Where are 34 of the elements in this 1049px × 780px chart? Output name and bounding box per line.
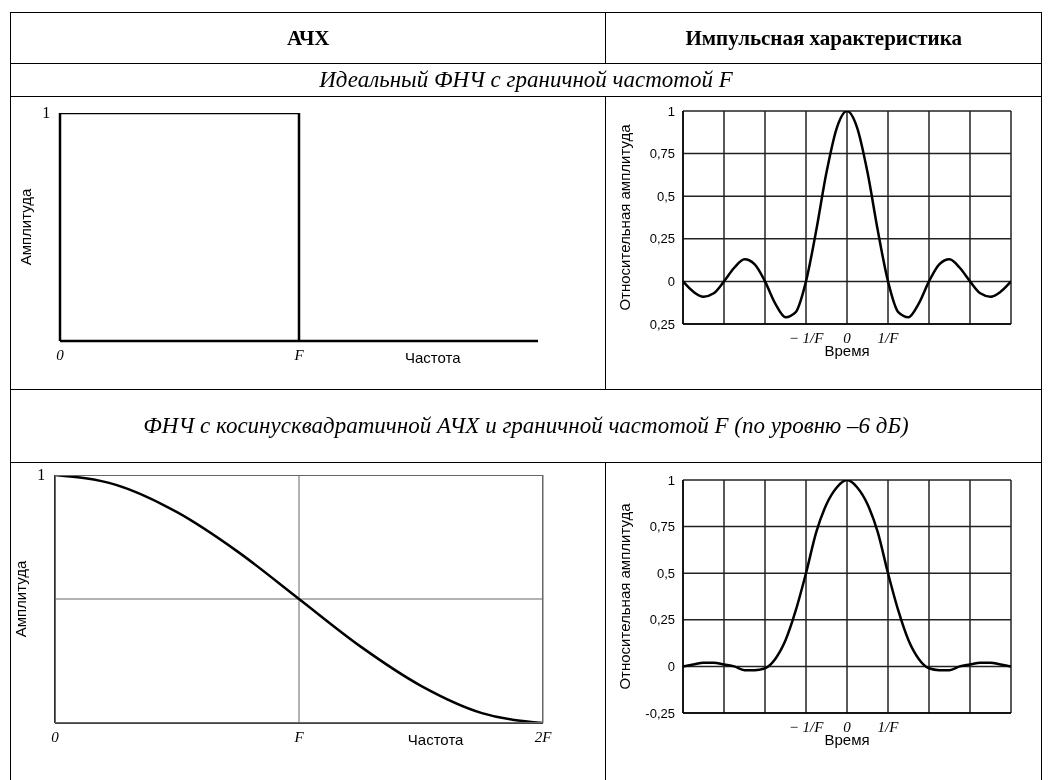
y-tick-label: 0 xyxy=(667,658,676,674)
y-tick-label: 0,25 xyxy=(649,230,676,246)
x-tick-label: F xyxy=(293,346,305,363)
x-tick-label: 2F xyxy=(534,728,553,745)
y-axis-title: Относительная амплитуда xyxy=(616,502,634,690)
y-tick-label: 0,5 xyxy=(657,565,676,581)
x-tick-label: 1/F xyxy=(877,329,900,346)
x-tick-label: F xyxy=(293,728,305,745)
y-tick-label: 0,5 xyxy=(657,188,676,204)
y-axis-title: Относительная амплитуда xyxy=(616,123,634,311)
x-tick-label: 0 xyxy=(843,718,852,735)
y-tick-label: -0,25 xyxy=(645,705,676,721)
y-axis-title: Амплитуда xyxy=(12,560,30,638)
y-tick-label: 0,25 xyxy=(649,611,676,627)
x-tick-label: 0 xyxy=(51,728,60,745)
y-axis-title: Амплитуда xyxy=(17,187,35,265)
x-tick-label: 1/F xyxy=(877,718,900,735)
chart-title: Идеальный ФНЧ с граничной частотой F xyxy=(319,67,733,93)
y-tick-label: 0,75 xyxy=(649,145,676,161)
y-tick-label: 1 xyxy=(667,103,676,119)
y-tick-label: 1 xyxy=(667,472,676,488)
x-axis-title: Частота xyxy=(405,348,462,366)
x-tick-label: 0 xyxy=(843,329,852,346)
text: 1 xyxy=(37,466,46,484)
chart-title: ФНЧ с косинусквадратичной АЧХ и граничной частотой F (по уровню –6 дБ) xyxy=(143,413,909,439)
y-tick-label: 0,75 xyxy=(649,518,676,534)
y-tick-label: 0 xyxy=(667,273,676,289)
x-axis-title: Частота xyxy=(408,731,465,748)
text: 1 xyxy=(42,103,51,122)
x-tick-label: − 1/F xyxy=(788,329,825,346)
y-tick-label: 0,25 xyxy=(649,316,676,332)
x-tick-label: − 1/F xyxy=(788,718,825,735)
text: АЧХ xyxy=(11,13,607,63)
text: Импульсная характеристика xyxy=(684,24,963,52)
